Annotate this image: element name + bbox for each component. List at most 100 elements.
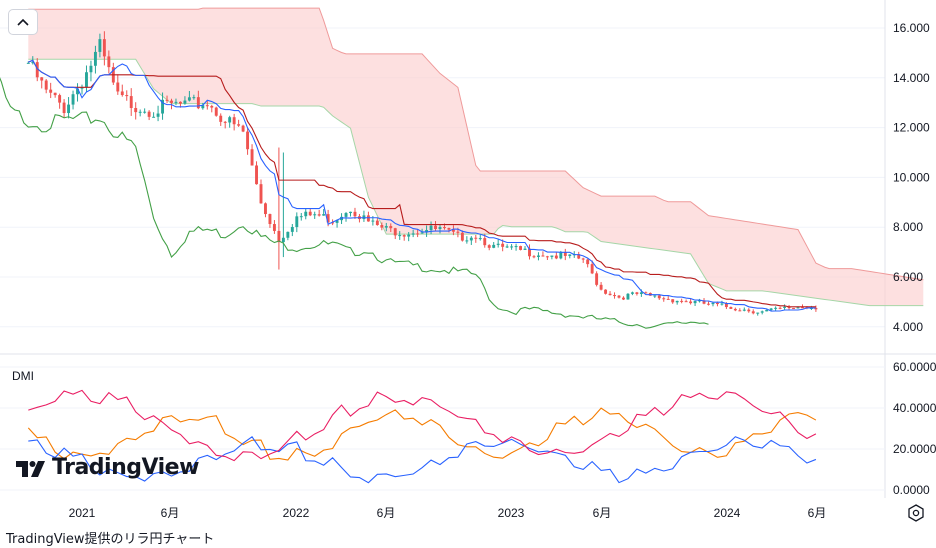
candle-body bbox=[143, 111, 147, 113]
dmi-tick-label: 60.0000 bbox=[893, 360, 936, 374]
candle-body bbox=[559, 252, 563, 259]
candle-body bbox=[165, 99, 169, 101]
candle-body bbox=[102, 39, 106, 57]
di-plus-line bbox=[28, 436, 817, 484]
dmi-tick-label: 20.0000 bbox=[893, 442, 936, 456]
candle-body bbox=[129, 96, 133, 109]
candle-body bbox=[760, 311, 764, 313]
candle-body bbox=[299, 216, 303, 218]
candle-body bbox=[657, 295, 661, 299]
candle-body bbox=[675, 300, 679, 303]
candle-body bbox=[604, 289, 608, 294]
candle-body bbox=[724, 303, 728, 308]
settings-button[interactable] bbox=[907, 504, 925, 527]
candle-body bbox=[89, 65, 93, 73]
cloud-fill bbox=[28, 8, 924, 306]
candle-body bbox=[510, 246, 514, 248]
candle-body bbox=[308, 211, 312, 216]
leading-span-b bbox=[28, 7, 924, 281]
candle-body bbox=[85, 72, 88, 88]
candle-body bbox=[684, 301, 688, 303]
candle-body bbox=[622, 297, 625, 300]
candle-body bbox=[26, 62, 30, 64]
candle-body bbox=[765, 309, 769, 312]
candle-body bbox=[626, 293, 630, 300]
adx-line bbox=[28, 389, 817, 462]
candle-body bbox=[241, 125, 245, 132]
candle-body bbox=[465, 240, 469, 242]
candle-body bbox=[532, 256, 536, 258]
candle-body bbox=[232, 117, 236, 125]
candle-body bbox=[402, 235, 406, 237]
candle-body bbox=[286, 231, 290, 238]
candle-body bbox=[796, 307, 800, 309]
price-tick-label: 8.000 bbox=[893, 220, 923, 234]
candle-body bbox=[416, 233, 420, 235]
candle-body bbox=[93, 51, 97, 66]
candle-body bbox=[313, 214, 317, 216]
price-tick-label: 12.000 bbox=[893, 121, 930, 135]
candle-body bbox=[322, 214, 326, 216]
gear-icon bbox=[908, 504, 924, 522]
candle-body bbox=[174, 101, 178, 103]
tradingview-logo[interactable]: TradingView bbox=[16, 455, 199, 480]
candle-body bbox=[335, 220, 339, 223]
candle-body bbox=[469, 237, 473, 241]
candle-body bbox=[80, 87, 84, 89]
time-tick-label: 6月 bbox=[377, 506, 396, 520]
candle-body bbox=[98, 39, 102, 52]
candle-body bbox=[138, 111, 142, 113]
candle-body bbox=[590, 264, 594, 274]
chart-caption: TradingView提供のリラ円チャート bbox=[6, 532, 215, 547]
candle-body bbox=[617, 295, 621, 298]
candle-body bbox=[613, 295, 616, 297]
candle-body bbox=[586, 259, 590, 265]
kijun-line bbox=[28, 59, 816, 308]
candle-body bbox=[577, 254, 581, 259]
candle-body bbox=[460, 232, 464, 241]
price-tick-label: 16.000 bbox=[893, 21, 930, 35]
collapse-button[interactable] bbox=[8, 9, 38, 35]
candle-body bbox=[747, 309, 751, 312]
candle-body bbox=[71, 94, 75, 105]
candle-body bbox=[326, 214, 330, 223]
candle-body bbox=[125, 95, 129, 97]
candle-body bbox=[505, 246, 509, 248]
time-tick-label: 6月 bbox=[593, 506, 612, 520]
candle-body bbox=[152, 116, 156, 118]
candle-body bbox=[31, 62, 35, 64]
candle-body bbox=[317, 214, 321, 216]
candle-body bbox=[693, 301, 697, 304]
candle-body bbox=[349, 211, 352, 214]
candle-body bbox=[44, 80, 48, 90]
tradingview-logo-icon bbox=[16, 460, 45, 477]
candle-body bbox=[742, 309, 746, 311]
candle-body bbox=[523, 248, 527, 250]
candle-body bbox=[156, 113, 160, 117]
candle-body bbox=[120, 91, 124, 96]
candle-body bbox=[210, 105, 214, 108]
candle-body bbox=[304, 211, 308, 217]
candle-body bbox=[134, 108, 138, 113]
candle-body bbox=[192, 97, 196, 99]
candle-body bbox=[393, 228, 397, 236]
candle-body bbox=[398, 235, 402, 237]
candle-body bbox=[147, 111, 151, 117]
candle-body bbox=[268, 214, 272, 225]
candle-body bbox=[76, 88, 79, 95]
candle-body bbox=[67, 104, 71, 114]
candle-body bbox=[536, 255, 540, 257]
candle-body bbox=[456, 231, 460, 233]
dmi-tick-label: 0.0000 bbox=[893, 483, 930, 497]
candle-body bbox=[478, 238, 482, 240]
candle-body bbox=[680, 300, 684, 302]
candle-body bbox=[814, 307, 818, 310]
candle-body bbox=[219, 115, 223, 122]
candle-body bbox=[662, 298, 666, 300]
candle-body bbox=[689, 301, 693, 304]
candle-body bbox=[228, 117, 232, 123]
candle-body bbox=[196, 97, 200, 109]
candle-body bbox=[729, 307, 733, 309]
candle-body bbox=[62, 102, 66, 114]
ichimoku-cloud bbox=[28, 7, 924, 307]
